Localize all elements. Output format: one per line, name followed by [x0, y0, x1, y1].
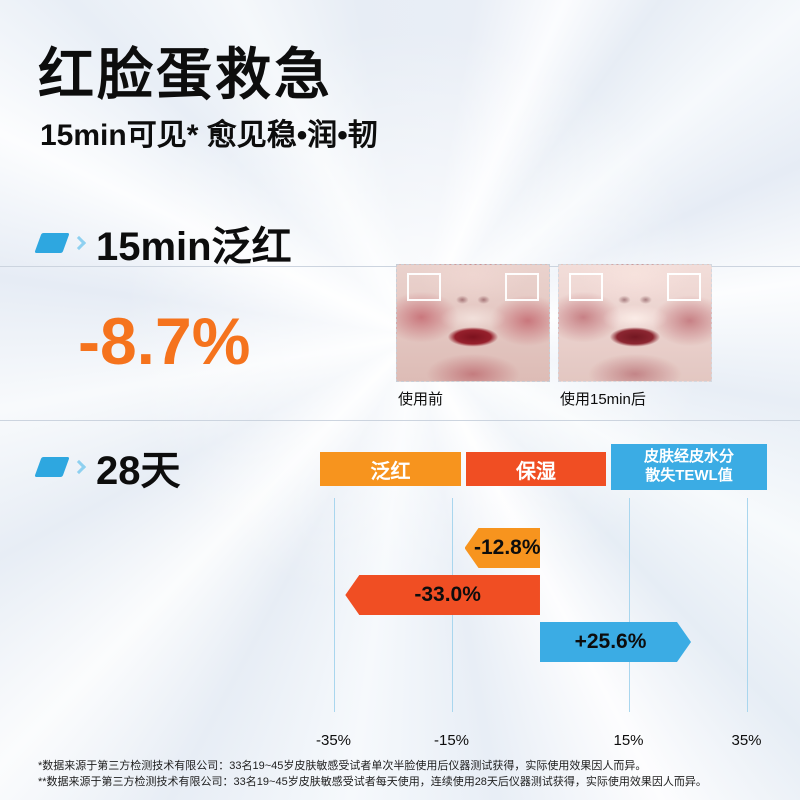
flag-icon: [34, 233, 70, 253]
chart-gridline: [746, 498, 748, 712]
footnote-2: **数据来源于第三方检测技术有限公司：33名19~45岁皮肤敏感受试者每天使用，…: [38, 776, 707, 788]
chart-tick-label: -15%: [433, 732, 470, 749]
chart-bar-tewl: +25.6%: [540, 622, 691, 662]
roi-box: [505, 273, 539, 301]
roi-box: [569, 273, 603, 301]
chart-header-moisture: 保湿: [466, 452, 606, 486]
section-28day-header: 28天: [34, 438, 181, 496]
page-title: 红脸蛋救急: [38, 43, 333, 106]
redness-stat: -8.7%: [78, 304, 251, 378]
chevron-right-icon: [71, 235, 87, 251]
chart-gridline: [333, 498, 335, 712]
flag-icon: [34, 457, 70, 477]
roi-box: [407, 273, 441, 301]
section-28day-title: 28天: [96, 449, 181, 493]
section-15min-title: 15min泛红: [96, 225, 292, 269]
section-15min-header: 15min泛红: [34, 214, 292, 272]
chart-plot: -35% -15% 15% 35% -12.8% -33.0% +25.6%: [314, 444, 782, 760]
chart-tick-label: 35%: [731, 732, 762, 749]
chart: 泛红 保湿 皮肤经皮水分 散失TEWL值 -35% -15% 15% 35% -12.8…: [314, 444, 782, 760]
divider-middle: [0, 420, 800, 421]
chart-tick-label: -35%: [315, 732, 352, 749]
footnote-1: *数据来源于第三方检测技术有限公司：33名19~45岁皮肤敏感受试者单次半脸使用…: [38, 760, 647, 772]
chart-tick-label: 15%: [613, 732, 644, 749]
chart-bar-redness: -12.8%: [464, 528, 540, 568]
page-subtitle: 15min可见* 愈见稳•润•韧: [40, 119, 378, 152]
chart-header-tewl: 皮肤经皮水分 散失TEWL值: [611, 444, 767, 490]
photo-after-label: 使用15min后: [560, 391, 646, 408]
photo-after: [558, 264, 712, 382]
chevron-right-icon: [71, 459, 87, 475]
chart-bar-moisture: -33.0%: [345, 575, 540, 615]
photo-before-label: 使用前: [398, 391, 444, 408]
chart-gridline: [628, 498, 630, 712]
photo-before: [396, 264, 550, 382]
roi-box: [667, 273, 701, 301]
chart-header-redness: 泛红: [320, 452, 461, 486]
